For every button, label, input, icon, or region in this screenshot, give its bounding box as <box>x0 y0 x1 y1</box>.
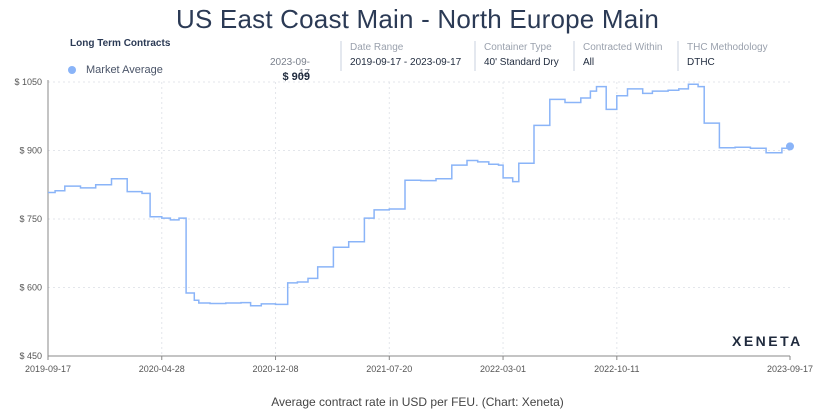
y-tick-label: $ 750 <box>19 214 42 224</box>
x-tick-label: 2019-09-17 <box>25 364 71 374</box>
y-tick-label: $ 900 <box>19 146 42 156</box>
meta-value: DTHC <box>687 57 715 68</box>
current-value: $ 909 <box>282 71 310 83</box>
legend-dot-icon <box>68 66 76 74</box>
x-tick-label: 2023-09-17 <box>767 364 813 374</box>
meta-label: Contracted Within <box>583 42 663 53</box>
last-value-marker <box>786 142 794 151</box>
x-tick-label: 2022-10-11 <box>594 364 639 374</box>
x-tick-label: 2020-04-28 <box>139 364 185 374</box>
meta-label: Container Type <box>484 42 552 53</box>
y-tick-label: $ 600 <box>19 283 42 293</box>
legend-title: Long Term Contracts <box>70 38 171 49</box>
y-tick-label: $ 1050 <box>14 77 42 87</box>
y-tick-label: $ 450 <box>19 351 42 361</box>
current-date: 2023-09-17 <box>269 57 310 79</box>
meta-thc-methodology: THC Methodology DTHC <box>677 41 768 71</box>
xeneta-logo: XENETA <box>732 333 803 349</box>
meta-label: THC Methodology <box>687 42 768 53</box>
meta-value: All <box>583 57 595 68</box>
x-tick-label: 2020-12-08 <box>253 364 299 374</box>
meta-value: 40' Standard Dry <box>484 57 559 68</box>
x-tick-label: 2022-03-01 <box>480 364 526 374</box>
x-tick-label: 2021-07-20 <box>366 364 412 374</box>
meta-date-range: Date Range 2019-09-17 - 2023-09-17 <box>340 41 461 71</box>
meta-label: Date Range <box>350 42 404 53</box>
meta-container-type: Container Type 40' Standard Dry <box>474 41 559 71</box>
meta-contracted-within: Contracted Within All <box>573 41 662 71</box>
series-line-market-average <box>48 83 791 307</box>
meta-value: 2019-09-17 - 2023-09-17 <box>350 57 462 68</box>
legend-item-label: Market Average <box>86 64 163 76</box>
chart-title: US East Coast Main - North Europe Main <box>175 4 659 34</box>
legend-item-market-average[interactable]: Market Average <box>68 64 163 76</box>
chart-caption: Average contract rate in USD per FEU. (C… <box>271 395 564 409</box>
